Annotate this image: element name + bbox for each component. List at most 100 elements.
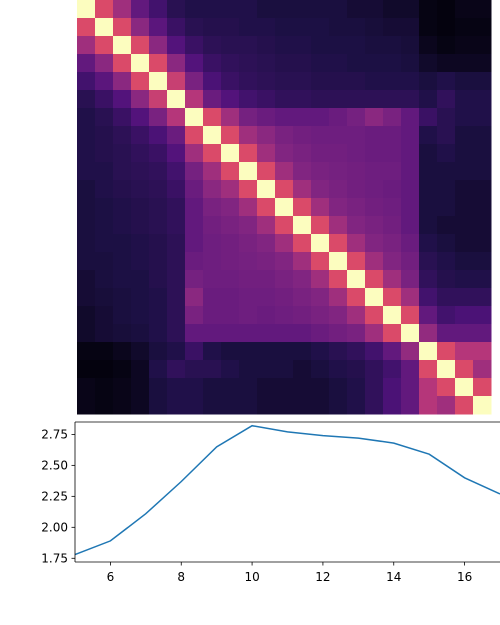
heatmap-cell bbox=[95, 270, 114, 289]
heatmap-cell bbox=[365, 342, 384, 361]
heatmap-cell bbox=[131, 324, 150, 343]
heatmap-cell bbox=[473, 360, 492, 379]
heatmap-cell bbox=[293, 0, 312, 19]
heatmap-cell bbox=[455, 180, 474, 199]
heatmap-cell bbox=[311, 162, 330, 181]
heatmap-cell bbox=[419, 306, 438, 325]
heatmap-cell bbox=[437, 288, 456, 307]
heatmap-cell bbox=[311, 288, 330, 307]
heatmap-cell bbox=[347, 396, 366, 415]
heatmap-cell bbox=[293, 288, 312, 307]
heatmap-cell bbox=[437, 378, 456, 397]
heatmap-cell bbox=[239, 126, 258, 145]
heatmap-cell bbox=[419, 108, 438, 127]
heatmap-cell bbox=[365, 252, 384, 271]
heatmap-cell bbox=[77, 216, 96, 235]
heatmap-cell bbox=[365, 216, 384, 235]
heatmap-cell bbox=[77, 288, 96, 307]
heatmap-cell bbox=[437, 342, 456, 361]
heatmap-cell bbox=[257, 36, 276, 55]
heatmap-cell bbox=[185, 144, 204, 163]
heatmap-cell bbox=[275, 0, 294, 19]
heatmap-cell bbox=[473, 252, 492, 271]
heatmap-cell bbox=[149, 90, 168, 109]
heatmap-cell bbox=[77, 342, 96, 361]
heatmap-cell bbox=[347, 72, 366, 91]
line-chart-plot-area bbox=[75, 422, 500, 562]
heatmap-cell bbox=[275, 54, 294, 73]
heatmap-cell bbox=[185, 18, 204, 37]
heatmap-cell bbox=[455, 378, 474, 397]
heatmap-cell bbox=[149, 234, 168, 253]
heatmap-cell bbox=[311, 90, 330, 109]
heatmap-cell bbox=[437, 396, 456, 415]
heatmap-cell bbox=[455, 324, 474, 343]
heatmap-cell bbox=[275, 270, 294, 289]
heatmap-cell bbox=[203, 252, 222, 271]
heatmap-cell bbox=[329, 144, 348, 163]
heatmap-cell bbox=[455, 126, 474, 145]
heatmap-cell bbox=[275, 342, 294, 361]
heatmap-cell bbox=[293, 306, 312, 325]
heatmap-cell bbox=[239, 72, 258, 91]
heatmap-cell bbox=[347, 360, 366, 379]
heatmap-cell bbox=[419, 252, 438, 271]
heatmap-cell bbox=[95, 126, 114, 145]
heatmap-cell bbox=[221, 90, 240, 109]
heatmap-cell bbox=[347, 108, 366, 127]
heatmap-cell bbox=[293, 216, 312, 235]
heatmap-cell bbox=[455, 72, 474, 91]
heatmap-cell bbox=[203, 378, 222, 397]
heatmap-cell bbox=[329, 288, 348, 307]
heatmap-cell bbox=[239, 360, 258, 379]
heatmap-cell bbox=[329, 162, 348, 181]
line-chart-x-axis: 6 8 10 12 14 16 bbox=[107, 562, 472, 584]
heatmap-cell bbox=[185, 54, 204, 73]
heatmap-cell bbox=[167, 180, 186, 199]
heatmap-cell bbox=[293, 54, 312, 73]
heatmap-cell bbox=[293, 108, 312, 127]
heatmap-cell bbox=[329, 306, 348, 325]
heatmap-cell bbox=[131, 36, 150, 55]
heatmap-cell bbox=[203, 90, 222, 109]
heatmap-cell bbox=[311, 180, 330, 199]
heatmap-cell bbox=[329, 126, 348, 145]
heatmap-cell bbox=[95, 144, 114, 163]
heatmap-cell bbox=[113, 36, 132, 55]
heatmap-cell bbox=[167, 252, 186, 271]
heatmap-cell bbox=[401, 54, 420, 73]
heatmap-cell bbox=[221, 36, 240, 55]
heatmap-cell bbox=[113, 324, 132, 343]
heatmap-cell bbox=[401, 144, 420, 163]
heatmap-cell bbox=[365, 90, 384, 109]
heatmap-cell bbox=[383, 54, 402, 73]
heatmap-cell bbox=[437, 360, 456, 379]
heatmap-cell bbox=[347, 0, 366, 19]
heatmap-cell bbox=[131, 162, 150, 181]
heatmap-cell bbox=[275, 126, 294, 145]
heatmap-cell bbox=[383, 396, 402, 415]
heatmap-cell bbox=[293, 180, 312, 199]
heatmap-cell bbox=[365, 396, 384, 415]
heatmap-cell bbox=[131, 342, 150, 361]
heatmap-cell bbox=[383, 144, 402, 163]
heatmap-cell bbox=[437, 198, 456, 217]
heatmap-cell bbox=[455, 108, 474, 127]
x-tick-label: 10 bbox=[244, 570, 259, 584]
heatmap-cell bbox=[185, 36, 204, 55]
heatmap-cell bbox=[293, 162, 312, 181]
heatmap-cell bbox=[437, 162, 456, 181]
heatmap-cell bbox=[473, 126, 492, 145]
heatmap-cell bbox=[275, 360, 294, 379]
heatmap-cell bbox=[365, 72, 384, 91]
heatmap-cell bbox=[293, 360, 312, 379]
heatmap-cell bbox=[401, 126, 420, 145]
heatmap-cell bbox=[311, 0, 330, 19]
heatmap-cell bbox=[293, 72, 312, 91]
heatmap-cell bbox=[473, 54, 492, 73]
heatmap-cell bbox=[293, 396, 312, 415]
heatmap-cell bbox=[455, 396, 474, 415]
heatmap-cell bbox=[221, 0, 240, 19]
heatmap-cell bbox=[77, 18, 96, 37]
heatmap-cell bbox=[185, 72, 204, 91]
